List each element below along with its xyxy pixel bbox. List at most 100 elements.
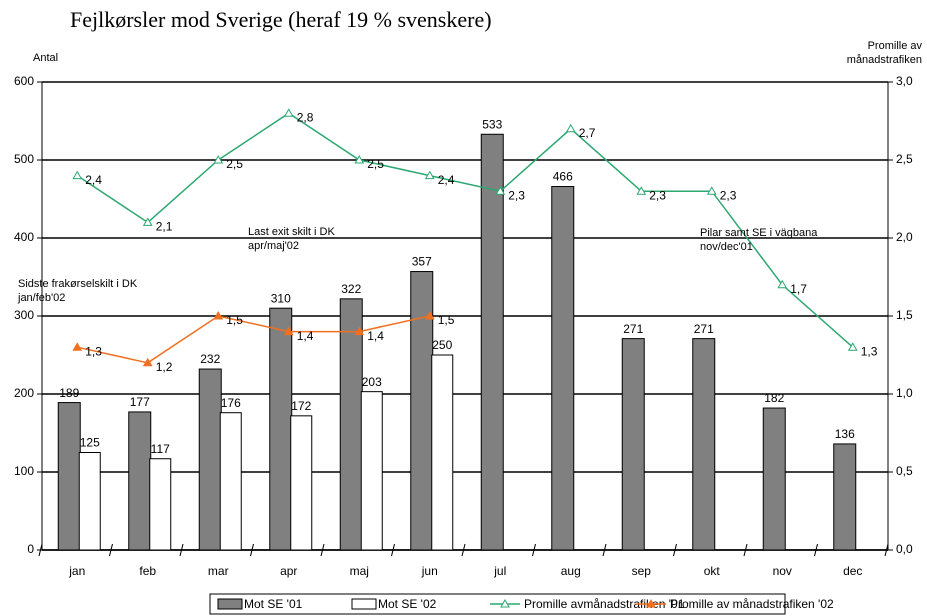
marker bbox=[847, 342, 858, 351]
data-label: 1,5 bbox=[226, 313, 243, 327]
data-label: 533 bbox=[482, 117, 502, 131]
data-label: 1,3 bbox=[861, 344, 878, 358]
y2-tick-label: 0,5 bbox=[896, 464, 913, 478]
legend-label: Promille avmånadstrafiken '01 bbox=[524, 597, 685, 611]
x-tick-label: dec bbox=[843, 564, 862, 578]
bar bbox=[269, 307, 293, 551]
y-tick-label: 400 bbox=[14, 230, 34, 244]
bar bbox=[833, 443, 857, 551]
annotation: Sidste frakørselskilt i DK jan/feb'02 bbox=[17, 278, 138, 304]
data-label: 203 bbox=[362, 375, 382, 389]
x-tick bbox=[109, 543, 113, 557]
data-label: 177 bbox=[130, 395, 150, 409]
bar bbox=[621, 338, 645, 551]
x-tick-label: nov bbox=[773, 564, 792, 578]
bar bbox=[431, 354, 454, 551]
legend-swatch bbox=[217, 598, 243, 610]
data-label: 2,4 bbox=[438, 173, 455, 187]
data-label: 1,7 bbox=[790, 282, 807, 296]
x-tick bbox=[179, 543, 184, 557]
bar bbox=[692, 338, 716, 551]
x-tick-label: maj bbox=[350, 564, 369, 578]
marker bbox=[72, 170, 83, 180]
y-tick-label: 500 bbox=[14, 152, 34, 166]
legend-label: Mot SE '01 bbox=[244, 597, 303, 611]
data-label: 466 bbox=[553, 170, 573, 184]
data-label: 172 bbox=[291, 399, 311, 413]
x-tick-label: okt bbox=[704, 564, 721, 578]
annotation: Pilar samt SE i vägbana nov/dec'01 bbox=[700, 227, 818, 253]
marker bbox=[213, 310, 224, 320]
marker bbox=[283, 108, 294, 117]
data-label: 2,4 bbox=[85, 173, 102, 187]
x-tick bbox=[814, 543, 818, 557]
y-axis-label: Antal bbox=[33, 52, 58, 64]
data-label: 176 bbox=[221, 396, 241, 410]
legend-swatch bbox=[351, 598, 377, 610]
marker bbox=[283, 326, 294, 336]
legend-label: Mot SE '02 bbox=[378, 597, 437, 611]
bar bbox=[762, 407, 786, 551]
data-label: 232 bbox=[200, 352, 220, 366]
y2-axis-label: Promille av månadstrafiken bbox=[847, 40, 923, 66]
bar bbox=[198, 368, 222, 551]
x-tick bbox=[532, 543, 536, 557]
x-tick-label: jan bbox=[68, 564, 85, 578]
data-label: 2,5 bbox=[226, 157, 243, 171]
bar bbox=[78, 452, 101, 551]
x-tick bbox=[391, 543, 395, 557]
data-label: 1,2 bbox=[156, 360, 173, 374]
bar bbox=[480, 133, 504, 551]
legend-label: Promille av månadstrafiken '02 bbox=[670, 597, 834, 611]
bar bbox=[551, 186, 575, 551]
marker bbox=[354, 154, 365, 164]
legend-marker bbox=[646, 598, 656, 608]
data-label: 125 bbox=[80, 436, 100, 450]
data-label: 1,4 bbox=[367, 329, 384, 343]
marker bbox=[636, 186, 647, 195]
bar bbox=[57, 402, 81, 551]
line bbox=[76, 112, 854, 348]
bar bbox=[219, 412, 242, 551]
bar bbox=[128, 411, 152, 551]
data-label: 2,1 bbox=[156, 220, 173, 234]
data-label: 189 bbox=[59, 386, 79, 400]
x-tick-label: sep bbox=[632, 564, 652, 578]
marker bbox=[354, 326, 365, 336]
x-tick-label: jul bbox=[493, 564, 506, 578]
marker bbox=[706, 186, 717, 195]
chart-title: Fejlkørsler mod Sverige (heraf 19 % sven… bbox=[70, 7, 492, 32]
x-tick-label: apr bbox=[280, 564, 297, 578]
y-tick-label: 100 bbox=[14, 464, 34, 478]
x-tick bbox=[743, 543, 748, 557]
data-label: 322 bbox=[341, 282, 361, 296]
data-label: 1,4 bbox=[297, 329, 314, 343]
bar bbox=[360, 391, 383, 551]
y-tick-label: 200 bbox=[14, 386, 34, 400]
bar bbox=[290, 415, 313, 551]
data-label: 136 bbox=[835, 427, 855, 441]
bar bbox=[339, 298, 363, 551]
bar bbox=[149, 458, 172, 551]
x-tick bbox=[38, 543, 43, 557]
data-label: 310 bbox=[271, 291, 291, 305]
data-label: 1,3 bbox=[85, 344, 102, 358]
y-tick-label: 300 bbox=[14, 308, 34, 322]
x-tick-label: aug bbox=[561, 564, 581, 578]
data-label: 271 bbox=[623, 322, 643, 336]
marker bbox=[777, 279, 788, 289]
data-label: 2,7 bbox=[579, 126, 596, 140]
line bbox=[77, 315, 430, 364]
x-tick bbox=[461, 543, 466, 557]
marker bbox=[424, 310, 435, 320]
y2-tick-label: 2,5 bbox=[896, 152, 913, 166]
data-label: 250 bbox=[432, 338, 452, 352]
x-tick-label: mar bbox=[208, 564, 229, 578]
y2-tick-label: 1,0 bbox=[896, 386, 913, 400]
data-label: 271 bbox=[694, 322, 714, 336]
marker bbox=[142, 357, 153, 367]
data-label: 2,3 bbox=[508, 188, 525, 202]
data-label: 2,5 bbox=[367, 157, 384, 171]
annotation: Last exit skilt i DK apr/maj'02 bbox=[248, 226, 335, 252]
